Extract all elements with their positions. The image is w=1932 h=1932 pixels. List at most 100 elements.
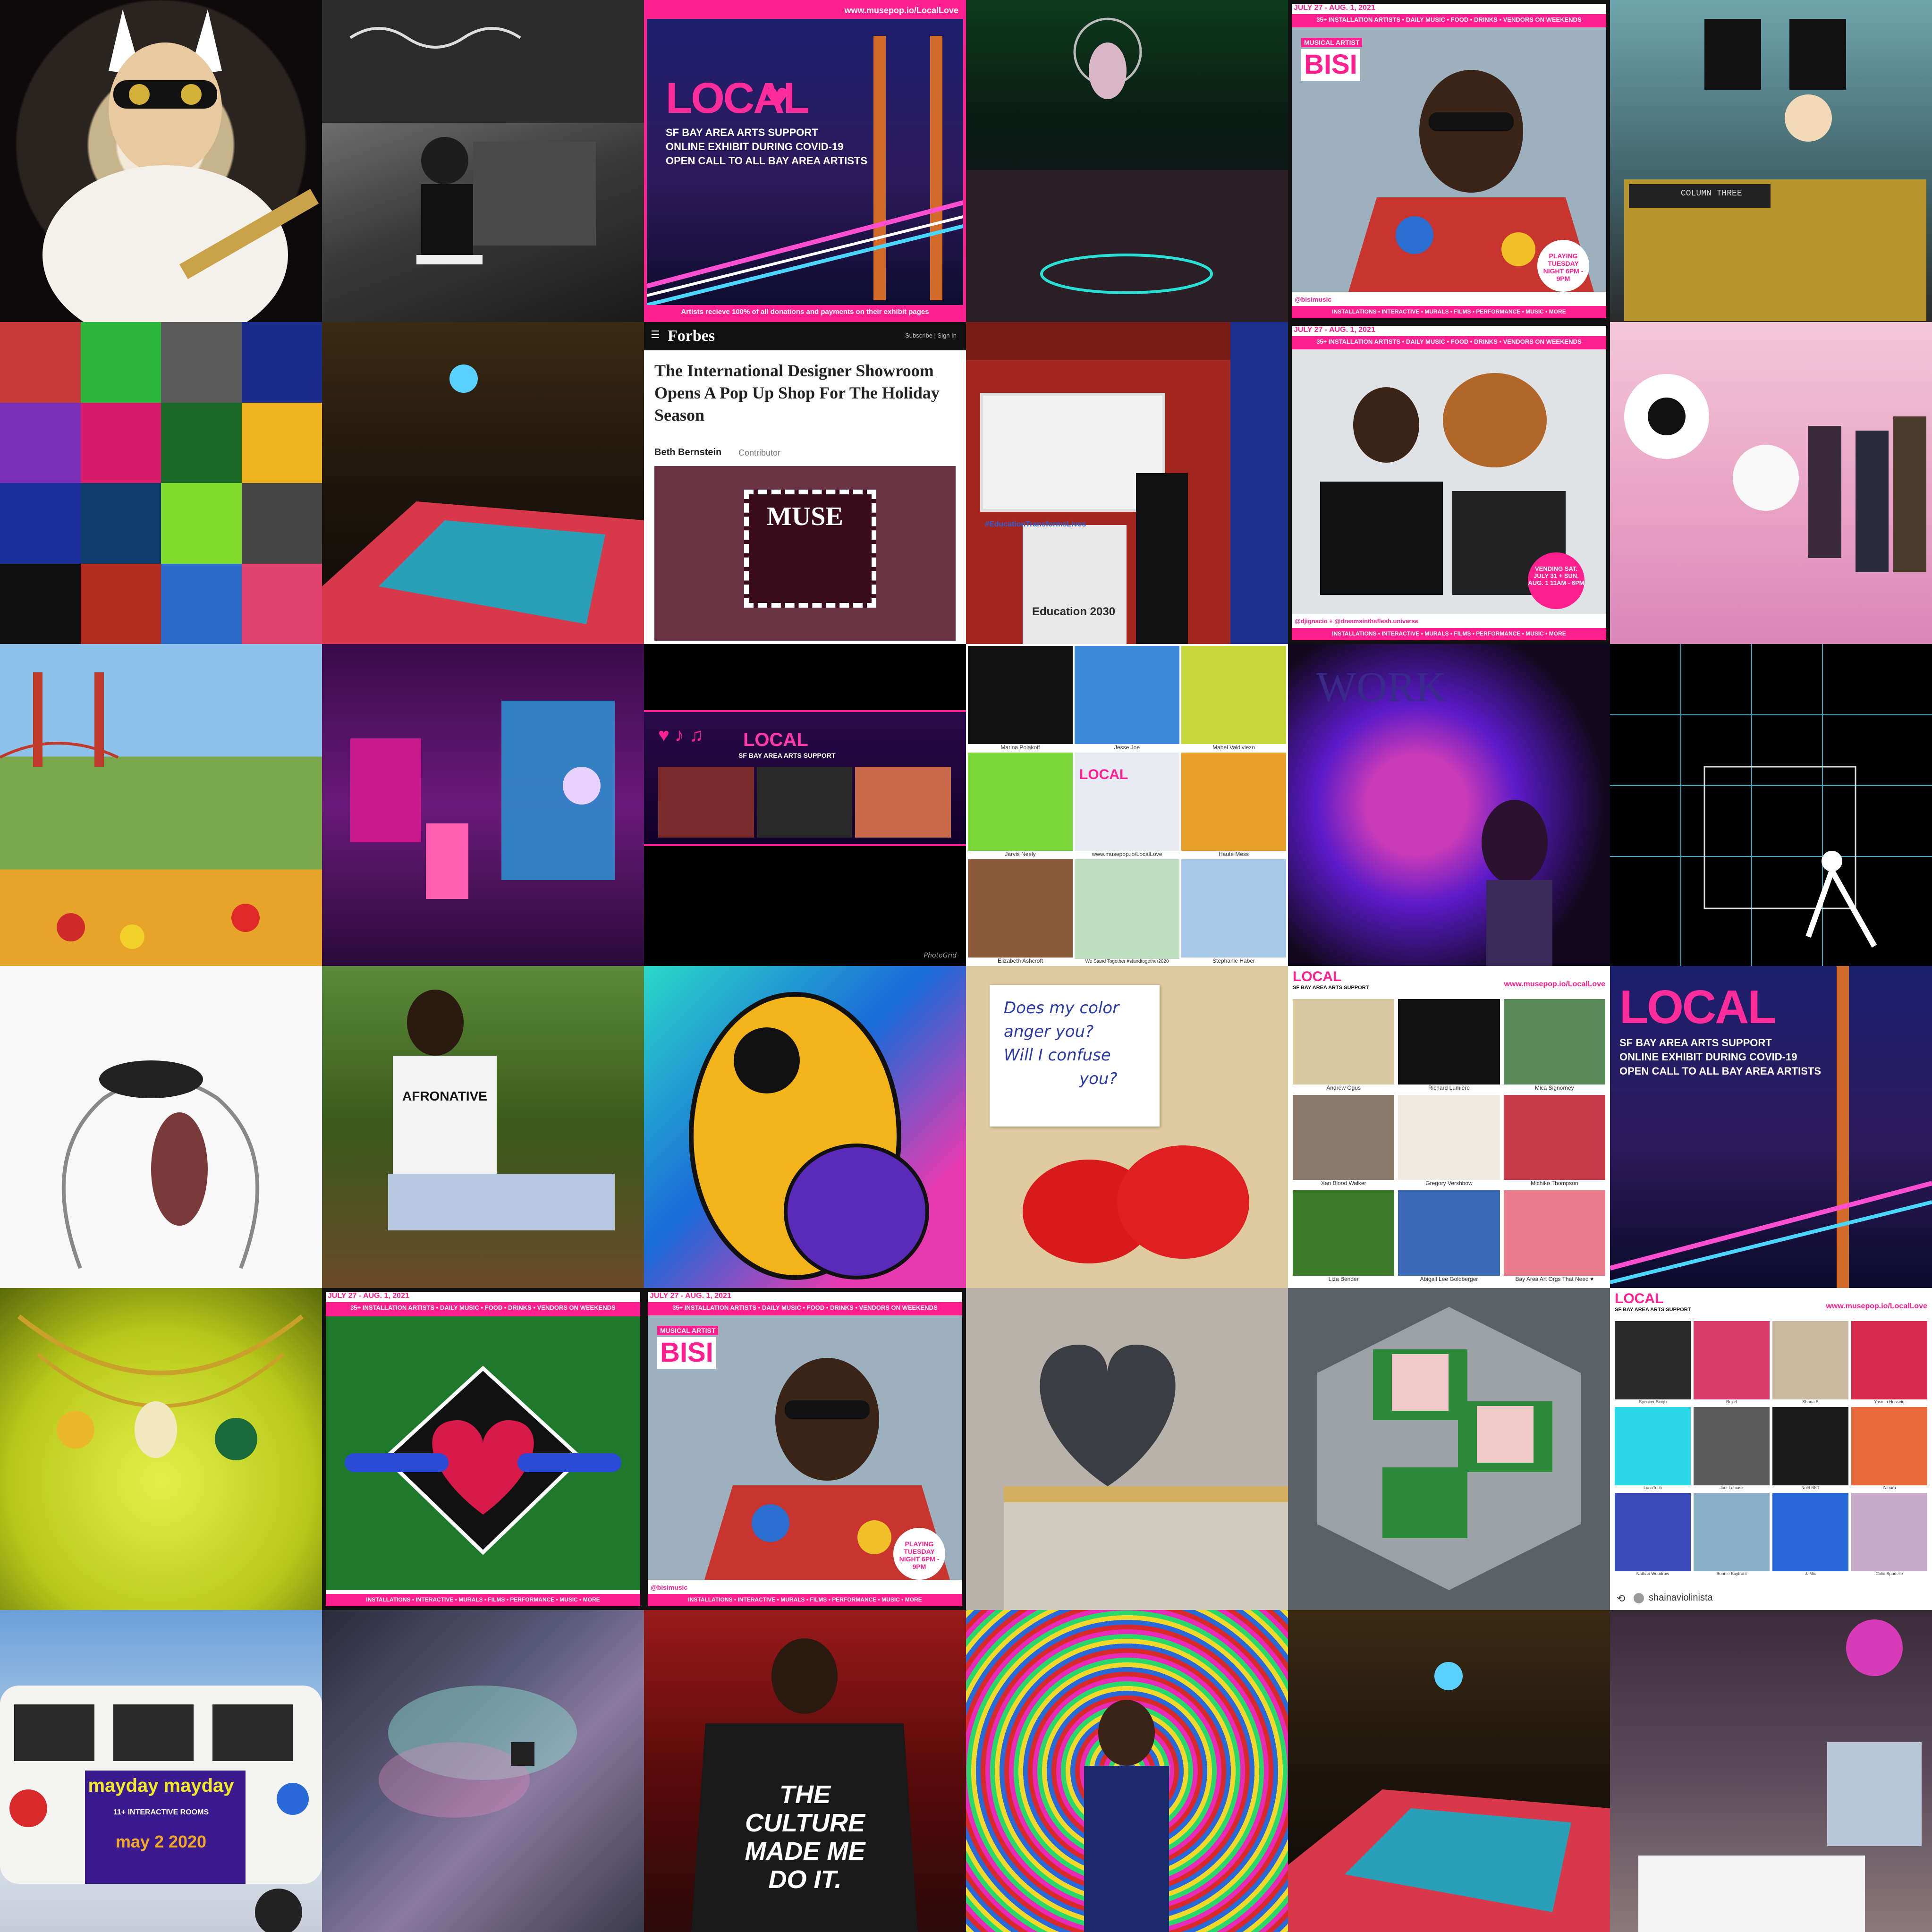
tile-afronative-portrait: AFRONATIVE <box>322 966 644 1288</box>
circuit-board-illustration <box>1317 1307 1581 1590</box>
artist-name: BISI <box>657 1337 716 1369</box>
tile-local-love-gallery-grid: LOCAL SF BAY AREA ARTS SUPPORT www.musep… <box>1288 966 1610 1288</box>
shirt-back-illustration <box>691 1638 918 1932</box>
poster-line-2: ONLINE EXHIBIT DURING COVID-19 <box>1619 1051 1797 1063</box>
artist-caption[interactable]: Yasmin Hossein <box>1851 1399 1927 1404</box>
artist-caption[interactable]: Richard Lumière <box>1398 1084 1500 1091</box>
artist-caption[interactable]: Gregory Vershbow <box>1398 1180 1500 1187</box>
shirt-print: AFRONATIVE <box>402 1089 487 1103</box>
local-logo: LOCAL <box>1293 969 1342 984</box>
note-line-1: Does my color <box>1004 999 1119 1017</box>
artist-caption[interactable]: Sharia B <box>1772 1399 1848 1404</box>
poster-line-1: SF BAY AREA ARTS SUPPORT <box>666 127 818 138</box>
tile-circuit-board-device <box>1288 1288 1610 1610</box>
vending-badge: VENDING SAT. JULY 31 + SUN. AUG. 1 11AM … <box>1528 552 1585 609</box>
repost-icon: ⟲ <box>1617 1592 1626 1604</box>
note-line-2: anger you? <box>1004 1022 1094 1041</box>
artist-caption[interactable]: Nathan Woodrow <box>1615 1571 1691 1576</box>
artist-caption[interactable]: Mica Signorney <box>1503 1084 1605 1091</box>
graffiti-character-illustration <box>689 992 929 1280</box>
repost-username[interactable]: shainaviolinista <box>1649 1593 1713 1603</box>
tile-projection-wall <box>322 1610 644 1932</box>
tile-aerial-performer-crowd <box>966 0 1288 322</box>
golden-gate-collage-illustration <box>0 672 260 949</box>
ballroom-rug-illustration <box>1288 1662 1610 1932</box>
tile-masked-guitarist <box>0 0 322 322</box>
artist-caption[interactable]: Noël BKT <box>1772 1485 1848 1490</box>
artist-caption: Stephanie Haber <box>1181 958 1286 964</box>
artist-caption[interactable]: Andrew Ogus <box>1293 1084 1395 1091</box>
artist-caption[interactable]: Zahara <box>1851 1485 1927 1490</box>
festival-footer: INSTALLATIONS • INTERACTIVE • MURALS • F… <box>648 1594 962 1606</box>
tile-local-love-repost: LOCAL SF BAY AREA ARTS SUPPORT www.musep… <box>1610 1288 1932 1610</box>
tile-ballroom-rug <box>322 322 644 644</box>
pink-gallery-illustration <box>1624 374 1926 572</box>
tile-local-love-banner: ♥ ♪ ♫ LOCAL SF BAY AREA ARTS SUPPORT Pho… <box>644 644 966 966</box>
heart-sweater-illustration <box>1004 1345 1288 1610</box>
artist-caption[interactable]: Roxel <box>1694 1399 1770 1404</box>
artist-tag: MUSICAL ARTIST <box>1301 38 1363 48</box>
heart-icon: ♥ <box>765 74 789 119</box>
local-logo: LOCAL <box>666 74 810 122</box>
subscribe-signin-links[interactable]: Subscribe | Sign In <box>905 332 957 339</box>
artist-caption[interactable]: Bay Area Art Orgs That Need ♥ <box>1503 1276 1605 1282</box>
tile-local-love-poster: www.musepop.io/LocalLove LOCAL ♥ SF BAY … <box>644 0 966 322</box>
artist-tag: MUSICAL ARTIST <box>657 1326 719 1336</box>
artist-caption[interactable]: Xan Blood Walker <box>1293 1180 1395 1187</box>
artist-caption: We Stand Together #standtogether2020 <box>1075 959 1179 964</box>
wall-hashtag: #EducationTransformsLives <box>985 520 1086 528</box>
tile-local-love-poster-crop: LOCAL SF BAY AREA ARTS SUPPORT ONLINE EX… <box>1610 966 1932 1288</box>
artist-caption[interactable]: Spencer Singh <box>1615 1399 1691 1404</box>
muse-sign: MUSE <box>767 502 843 531</box>
artist-caption[interactable]: LunaTech <box>1615 1485 1691 1490</box>
article-author[interactable]: Beth Bernstein <box>654 447 722 458</box>
festival-header: 35+ INSTALLATION ARTISTS • DAILY MUSIC •… <box>648 1302 962 1317</box>
shirt-line-2: CULTURE <box>745 1809 865 1837</box>
musician-photos <box>658 767 951 838</box>
golden-gate-graphic <box>1610 966 1932 1288</box>
neon-arcade-illustration <box>350 701 615 899</box>
vendor-handles: @djignacio + @dreamsintheflesh.universe <box>1295 618 1418 625</box>
artist-caption[interactable]: Michiko Thompson <box>1503 1180 1605 1187</box>
artist-caption[interactable]: Abigail Lee Goldberger <box>1398 1276 1500 1282</box>
bisi-portrait-illustration <box>648 1315 962 1580</box>
gallery-subtitle: SF BAY AREA ARTS SUPPORT <box>1615 1307 1691 1313</box>
gallery-url[interactable]: www.musepop.io/LocalLove <box>1826 1302 1927 1310</box>
avatar[interactable] <box>1634 1593 1644 1603</box>
tile-neon-arcade <box>322 644 644 966</box>
poster-line-3: OPEN CALL TO ALL BAY AREA ARTISTS <box>666 155 868 167</box>
festival-dates: JULY 27 - AUG. 1, 2021 <box>1294 4 1375 12</box>
tile-vendor-festival-poster: JULY 27 - AUG. 1, 2021 35+ INSTALLATION … <box>1288 322 1610 644</box>
jewelry-illustration <box>17 1314 304 1460</box>
local-logo: LOCAL <box>1079 767 1128 782</box>
hoop-acrobats-illustration <box>61 1060 260 1269</box>
shirt-line-4: DO IT. <box>768 1865 842 1894</box>
artist-caption: Jesse Joe <box>1075 744 1179 751</box>
menu-icon[interactable]: ☰ <box>651 329 660 340</box>
kiosk-label: Education 2030 <box>1032 605 1116 618</box>
artist-caption[interactable]: Colin Spadelle <box>1851 1571 1927 1576</box>
van-illustration <box>0 1686 322 1932</box>
artist-caption[interactable]: J. Mix <box>1772 1571 1848 1576</box>
artist-caption[interactable]: Bonnie Bayfront <box>1694 1571 1770 1576</box>
artist-caption[interactable]: Liza Bender <box>1293 1276 1395 1282</box>
article-headline[interactable]: The International Designer Showroom Open… <box>654 361 940 424</box>
projection-illustration <box>379 1686 577 1818</box>
festival-dates: JULY 27 - AUG. 1, 2021 <box>650 1292 731 1300</box>
forbes-logo[interactable]: Forbes <box>668 327 715 345</box>
artist-caption[interactable]: Jodi Lomask <box>1694 1485 1770 1490</box>
banner-subtitle: SF BAY AREA ARTS SUPPORT <box>738 752 836 759</box>
festival-footer: INSTALLATIONS • INTERACTIVE • MURALS • F… <box>326 1594 640 1606</box>
tile-gallery-dining <box>1610 1610 1932 1932</box>
poster-url: www.musepop.io/LocalLove <box>647 3 963 19</box>
shirt-line-3: MADE ME <box>745 1837 865 1865</box>
van-event-date: may 2 2020 <box>115 1832 207 1851</box>
local-logo: LOCAL <box>1619 981 1776 1034</box>
tile-laser-cube-dancer <box>1610 644 1932 966</box>
gallery-url[interactable]: www.musepop.io/LocalLove <box>1504 980 1605 988</box>
tile-education-kiosk: #EducationTransformsLives Education 2030 <box>966 322 1288 644</box>
poster-line-1: SF BAY AREA ARTS SUPPORT <box>1619 1037 1772 1049</box>
tile-projection-portrait: WORK <box>1288 644 1610 966</box>
festival-footer: INSTALLATIONS • INTERACTIVE • MURALS • F… <box>1292 306 1606 318</box>
